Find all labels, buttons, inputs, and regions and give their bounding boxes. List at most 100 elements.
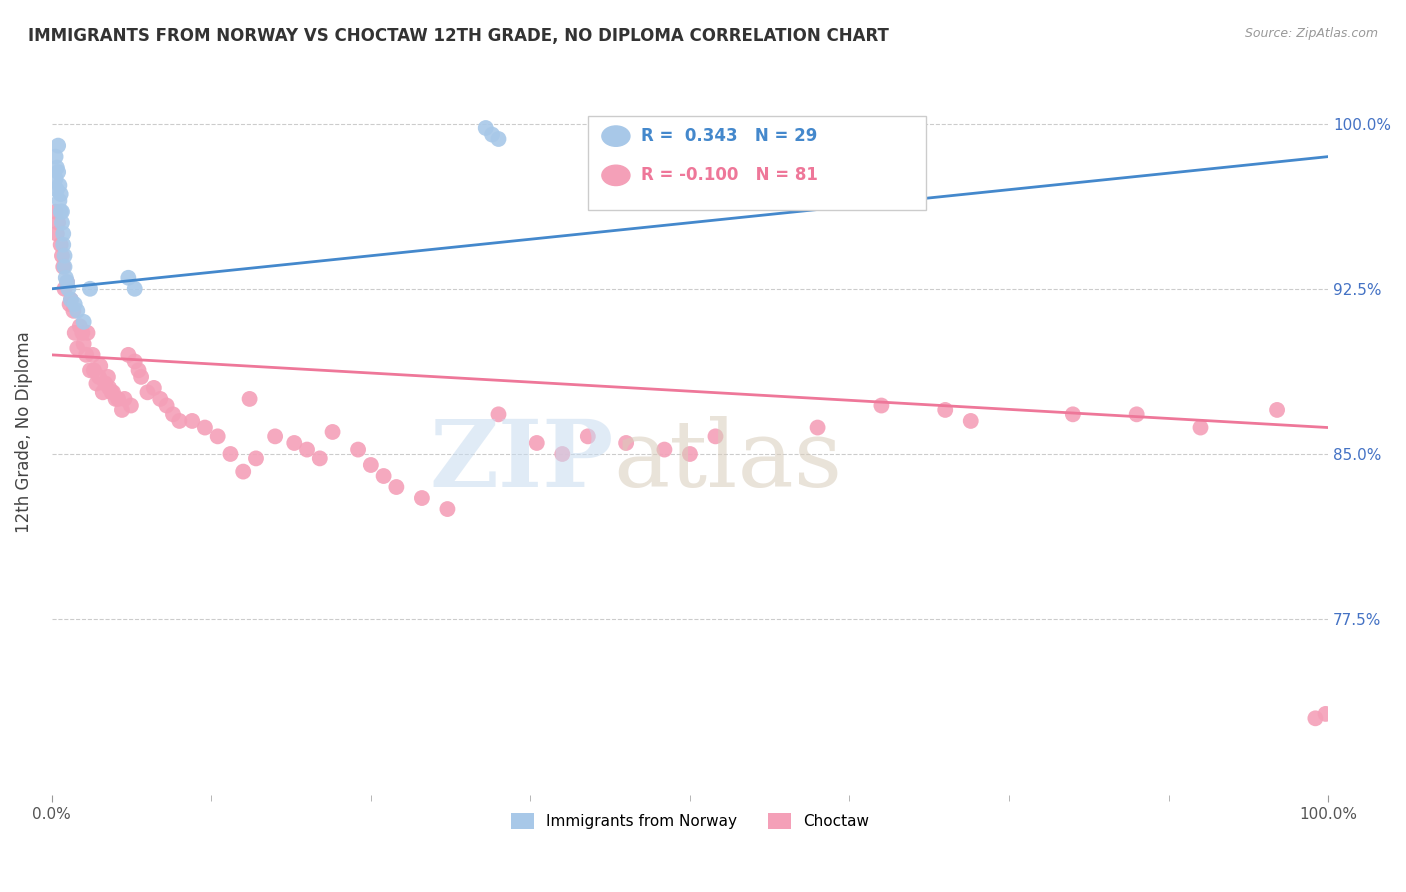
Point [120,399,142,413]
Point [526,436,548,450]
Point [322,425,344,439]
Point [91,385,114,400]
Ellipse shape [602,126,630,146]
Point [45,171,67,186]
Point [111,403,134,417]
Point [806,420,828,434]
Point [128,363,150,377]
Point [45,183,67,197]
Point [1189,420,1212,434]
Point [551,447,574,461]
Point [45,227,67,241]
Point [576,429,599,443]
Point [129,370,152,384]
Point [239,392,262,406]
Point [75,348,97,362]
Text: ZIP: ZIP [429,416,613,506]
Text: R = -0.100   N = 81: R = -0.100 N = 81 [641,167,818,185]
Point [219,447,242,461]
Point [104,392,127,406]
Point [56,275,79,289]
Point [79,282,101,296]
Point [79,363,101,377]
Point [46,165,69,179]
Point [86,376,108,391]
Text: atlas: atlas [613,416,842,506]
Point [49,187,72,202]
Point [169,414,191,428]
Point [53,249,76,263]
Point [51,249,73,263]
FancyBboxPatch shape [588,116,927,211]
Point [45,150,67,164]
Point [295,442,318,457]
Point [142,381,165,395]
Point [245,451,267,466]
Point [69,319,91,334]
Point [97,370,120,384]
Point [98,381,121,395]
Point [63,326,86,340]
Point [474,120,496,135]
Point [959,414,981,428]
Point [1305,711,1327,725]
Legend: Immigrants from Norway, Choctaw: Immigrants from Norway, Choctaw [505,806,875,835]
Point [46,138,69,153]
Point [56,275,79,289]
Point [73,336,96,351]
Point [654,442,676,457]
Point [52,237,75,252]
Point [53,260,76,274]
Point [136,385,159,400]
Y-axis label: 12th Grade, No Diploma: 12th Grade, No Diploma [15,331,32,533]
Point [232,465,254,479]
Point [59,293,82,307]
Point [59,293,82,307]
Point [89,359,111,373]
Point [194,420,217,434]
Ellipse shape [602,165,630,186]
Point [149,392,172,406]
Point [124,282,146,296]
Point [48,194,70,208]
Point [66,341,89,355]
Point [45,204,67,219]
Point [360,458,382,472]
Text: R =  0.343   N = 29: R = 0.343 N = 29 [641,128,818,145]
Point [411,491,433,505]
Point [45,161,67,175]
Point [94,376,117,391]
Point [58,282,80,296]
Point [63,297,86,311]
Point [52,227,75,241]
Point [49,204,72,219]
Point [347,442,370,457]
Point [436,502,458,516]
Point [59,297,82,311]
Point [1315,706,1337,721]
Point [87,370,110,384]
Point [162,408,184,422]
Point [53,282,76,296]
Point [52,260,75,274]
Point [101,385,124,400]
Point [117,270,139,285]
Point [51,204,73,219]
Point [66,303,89,318]
Point [82,348,104,362]
Point [308,451,330,466]
Point [62,303,84,318]
Point [83,363,105,377]
Point [488,132,510,146]
Point [385,480,408,494]
Point [614,436,637,450]
Point [124,354,146,368]
Point [51,216,73,230]
Point [72,326,94,340]
Point [46,216,69,230]
Point [100,385,122,400]
Point [49,237,72,252]
Point [1125,408,1147,422]
Point [76,326,98,340]
Point [934,403,956,417]
